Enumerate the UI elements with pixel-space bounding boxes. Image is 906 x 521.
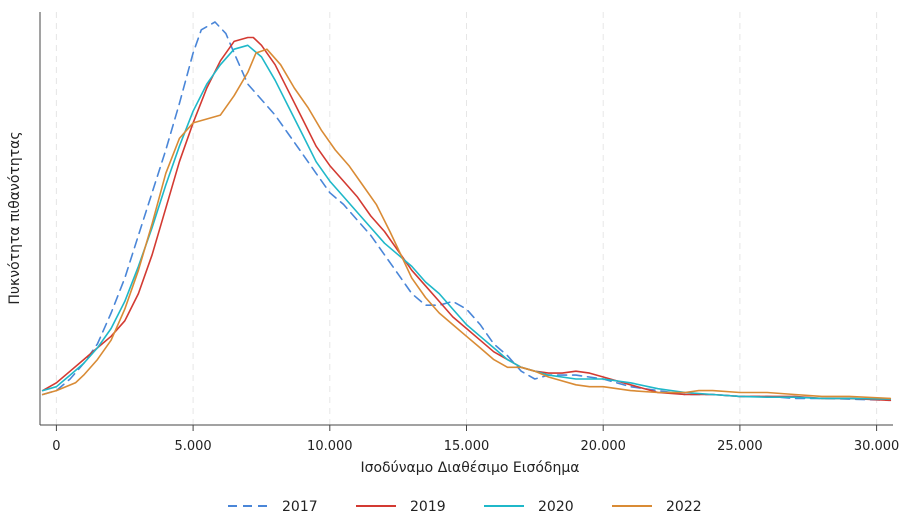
x-tick-label: 25.000 <box>717 439 763 454</box>
legend-label-2020: 2020 <box>538 499 574 515</box>
legend-label-2022: 2022 <box>666 499 702 515</box>
x-ticks: 0 5.000 10.000 15.000 20.000 25.000 30.000 <box>52 425 899 454</box>
series-line-2022 <box>41 48 892 400</box>
series-line-2017 <box>41 21 892 402</box>
legend-label-2019: 2019 <box>410 499 446 515</box>
legend: 2017 2019 2020 2022 <box>228 499 702 515</box>
x-tick-label: 15.000 <box>444 439 490 454</box>
x-axis-title: Ισοδύναμο Διαθέσιμο Εισόδημα <box>360 460 579 476</box>
legend-label-2017: 2017 <box>282 499 318 515</box>
x-tick-label: 0 <box>52 439 60 454</box>
series-lines <box>41 21 892 402</box>
series-line-2020 <box>41 44 892 400</box>
x-tick-label: 5.000 <box>174 439 211 454</box>
x-tick-label: 20.000 <box>580 439 626 454</box>
x-tick-label: 30.000 <box>854 439 900 454</box>
axes <box>39 12 893 426</box>
series-line-2019 <box>41 36 892 402</box>
x-tick-label: 10.000 <box>307 439 353 454</box>
grid-lines <box>55 12 878 425</box>
y-axis-title: Πυκνότητα πιθανότητας <box>7 131 23 304</box>
